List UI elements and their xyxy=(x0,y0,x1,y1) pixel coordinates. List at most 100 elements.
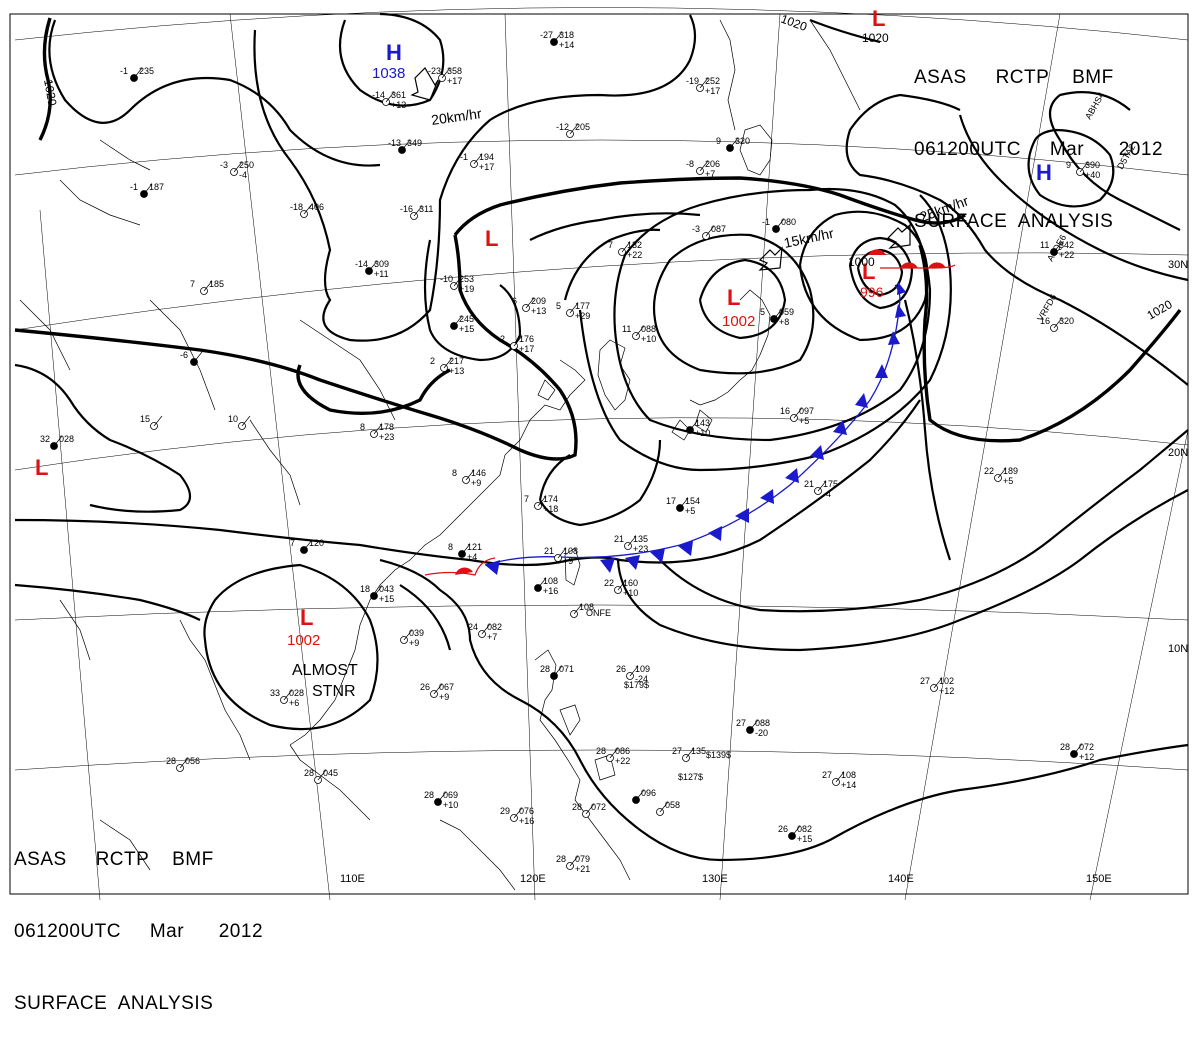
station-pressure: 082 xyxy=(797,824,812,834)
station-temperature: 28 xyxy=(304,768,314,778)
station-tendency: +5 xyxy=(799,416,809,426)
station-temperature: 8 xyxy=(448,542,453,552)
station-plot: 8 178+23 xyxy=(360,422,394,442)
station-pressure: 194 xyxy=(479,152,494,162)
wind-barb-icon xyxy=(133,67,143,79)
station-plot: 5 059+8 xyxy=(760,307,794,327)
station-tendency: +14 xyxy=(841,780,856,790)
station-pressure: 320 xyxy=(735,136,750,146)
station-pressure: 250 xyxy=(239,160,254,170)
station-pressure: 205 xyxy=(575,122,590,132)
station-temperature: -1 xyxy=(762,217,770,227)
station-pressure: 135 xyxy=(633,534,648,544)
station-plot: 16 097+5 xyxy=(780,406,814,426)
station-pressure: 146 xyxy=(471,468,486,478)
station-plot: 18 043+15 xyxy=(360,584,394,604)
header-line-2: 061200UTC Mar 2012 xyxy=(14,921,264,942)
station-pressure: 309 xyxy=(374,259,389,269)
graticule xyxy=(14,7,1189,900)
wind-barb-icon xyxy=(775,218,785,230)
station-plot: -3 250-4 xyxy=(220,160,254,180)
wind-barb-icon xyxy=(573,603,583,615)
station-plot: 8 146+9 xyxy=(452,468,486,488)
wind-barb-icon xyxy=(53,435,63,447)
station-plot: 33 028+6 xyxy=(270,688,304,708)
high-center-letter: H xyxy=(386,40,402,65)
lon-label: 120E xyxy=(520,873,546,885)
wind-barb-icon xyxy=(537,577,547,589)
header-line-1: ASAS RCTP BMF xyxy=(14,849,214,870)
station-plot: -14 361+13 xyxy=(372,90,406,110)
isobar-label: 1020 xyxy=(41,78,59,107)
station-temperature: 26 xyxy=(616,664,626,674)
station-pressure: 108 xyxy=(563,546,578,556)
parallel-0 xyxy=(14,749,1189,771)
station-tendency: +15 xyxy=(459,324,474,334)
station-tendency: +9 xyxy=(471,478,481,488)
station-temperature: -8 xyxy=(686,159,694,169)
wind-barb-icon xyxy=(373,585,383,597)
station-temperature: 8 xyxy=(360,422,365,432)
station-temperature: 11 xyxy=(622,324,631,334)
cold-front-triangles xyxy=(485,282,906,575)
station-temperature: 27 xyxy=(672,746,682,756)
wind-barb-icon xyxy=(933,677,943,689)
motion-label: 20km/hr xyxy=(430,105,483,128)
isobar-label: 1000 xyxy=(848,255,875,269)
station-plot: 108 xyxy=(570,602,594,618)
station-temperature: 9 xyxy=(1066,160,1071,170)
station-tendency: +17 xyxy=(519,344,534,354)
station-temperature: -10 xyxy=(440,274,453,284)
wind-barb-icon xyxy=(635,325,645,337)
station-pressure: 079 xyxy=(575,854,590,864)
station-pressure: 039 xyxy=(409,628,424,638)
station-temperature: 21 xyxy=(804,479,814,489)
wind-barb-icon xyxy=(193,351,203,363)
station-tendency: +5 xyxy=(1003,476,1013,486)
station-pressure: 318 xyxy=(559,30,574,40)
station-pressure: 058 xyxy=(665,800,680,810)
station-tendency: +17 xyxy=(447,76,462,86)
station-plot: 2 217+13 xyxy=(430,356,464,376)
station-plot: 9 320 xyxy=(716,136,750,152)
station-pressure: 097 xyxy=(799,406,814,416)
low-center-letter: L xyxy=(862,259,875,284)
station-temperature: -3 xyxy=(692,224,700,234)
wind-barb-icon xyxy=(203,280,213,292)
station-pressure: 177 xyxy=(575,301,590,311)
station-temperature: 16 xyxy=(1040,316,1050,326)
station-pressure: 160 xyxy=(623,578,638,588)
wind-barb-icon xyxy=(317,769,327,781)
parallel-40n xyxy=(14,139,1189,176)
wind-barb-icon xyxy=(1079,161,1089,173)
lat-label: 20N xyxy=(1168,447,1188,459)
station-plot: -16 311 xyxy=(400,204,433,220)
misc-labels: $179$ $127$ $139$ xyxy=(624,680,731,782)
station-plot: -27 318+14 xyxy=(540,30,574,50)
station-plot: 17 154+5 xyxy=(666,496,700,516)
station-tendency: +29 xyxy=(575,311,590,321)
station-plot: 8 121+4 xyxy=(448,542,482,562)
wind-barb-icon xyxy=(749,719,759,731)
misc-label: $179$ xyxy=(624,680,649,690)
station-pressure: 121 xyxy=(467,542,482,552)
station-tendency: +10 xyxy=(695,428,710,438)
wind-barb-icon xyxy=(705,225,715,237)
station-tendency: +7 xyxy=(705,169,715,179)
arrow-icon xyxy=(758,246,783,271)
station-temperature: 28 xyxy=(540,664,550,674)
station-temperature: 21 xyxy=(544,546,554,556)
station-tendency: -4 xyxy=(239,170,247,180)
station-temperature: 28 xyxy=(1060,742,1070,752)
wind-barb-icon xyxy=(233,161,243,173)
station-temperature: 27 xyxy=(736,718,746,728)
station-plot: 7 174+18 xyxy=(524,494,558,514)
station-tendency: +40 xyxy=(1085,170,1100,180)
station-tendency: -24 xyxy=(635,674,648,684)
station-pressure: 135 xyxy=(691,746,706,756)
station-temperature: 16 xyxy=(780,406,790,416)
station-pressure: 349 xyxy=(407,138,422,148)
misc-label: $127$ xyxy=(678,772,703,782)
station-temperature: 5 xyxy=(556,301,561,311)
station-tendency: +17 xyxy=(705,86,720,96)
